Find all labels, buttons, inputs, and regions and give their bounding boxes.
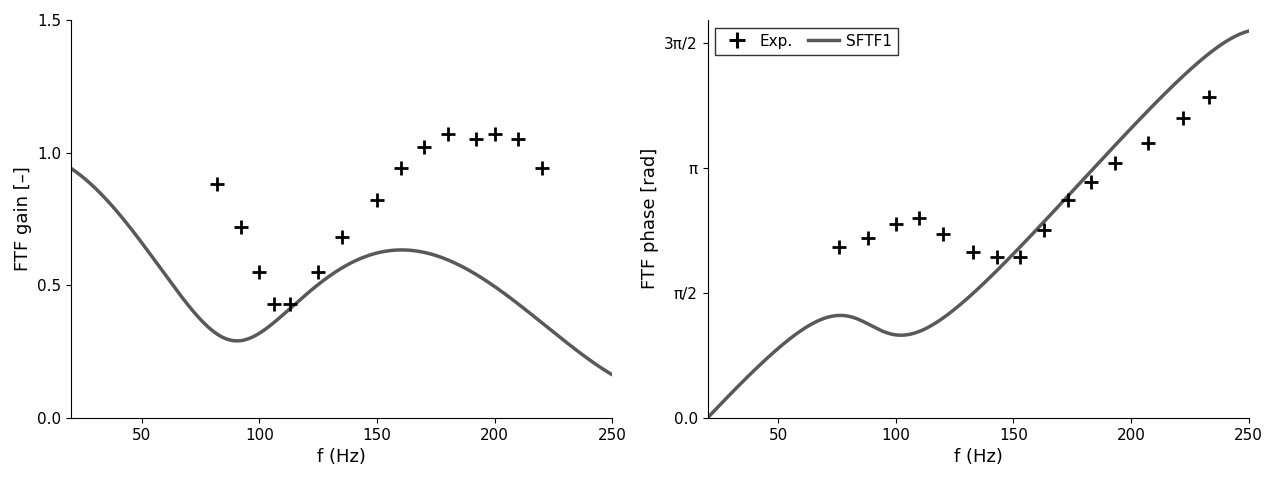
Legend: Exp., SFTF1: Exp., SFTF1 — [715, 27, 899, 55]
X-axis label: f (Hz): f (Hz) — [318, 448, 366, 466]
X-axis label: f (Hz): f (Hz) — [954, 448, 1002, 466]
Y-axis label: FTF gain [–]: FTF gain [–] — [14, 167, 32, 271]
Y-axis label: FTF phase [rad]: FTF phase [rad] — [641, 148, 659, 289]
